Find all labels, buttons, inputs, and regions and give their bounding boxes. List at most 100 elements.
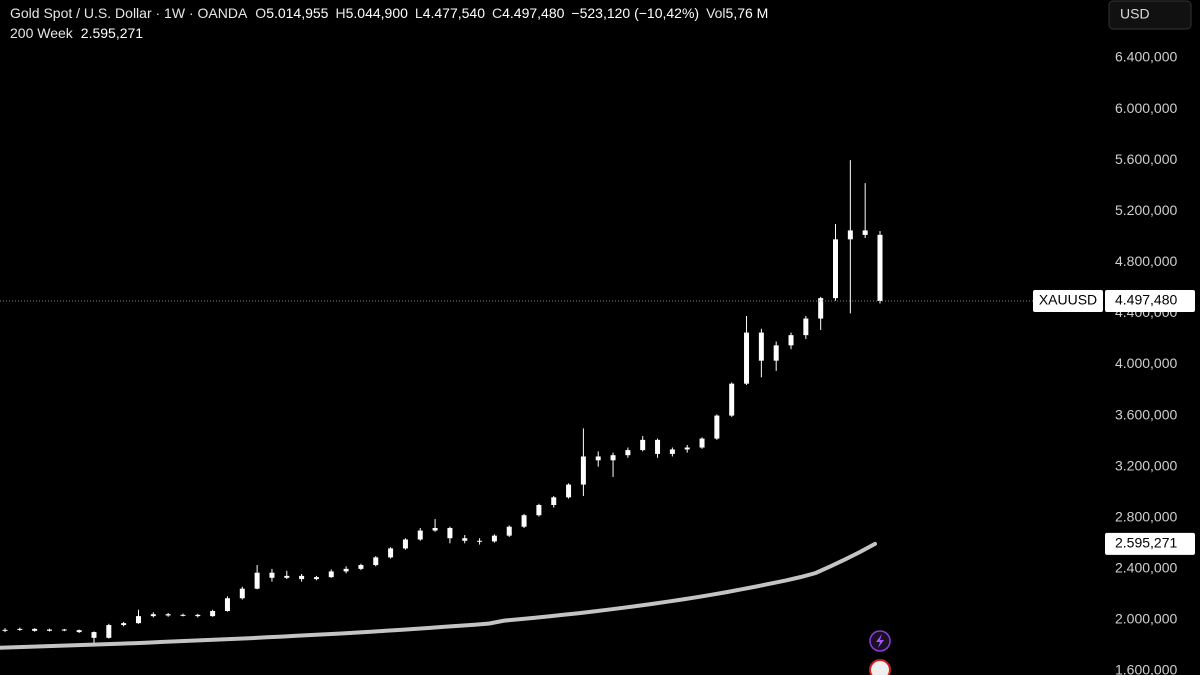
change-value: −523,120 (−10,42%): [571, 5, 699, 21]
candle-body: [432, 527, 438, 531]
ma-price-box: [1105, 532, 1195, 555]
ma-value: 2.595,271: [81, 25, 143, 41]
candle-body: [328, 571, 334, 578]
candle-body: [684, 447, 690, 450]
low-letter: L: [415, 5, 423, 21]
chart-title: Gold Spot / U.S. Dollar · 1W · OANDA: [10, 5, 248, 21]
candle-body: [224, 598, 230, 612]
candle-body: [773, 345, 779, 361]
candle-body: [417, 530, 423, 540]
candle-body: [106, 625, 112, 638]
flag-icon[interactable]: [869, 659, 891, 675]
candle-body: [640, 439, 646, 451]
open-letter: O: [255, 5, 266, 21]
y-tick-label: 5.200,000: [1115, 202, 1177, 218]
moving-average-line: [0, 541, 877, 650]
candle-body: [210, 611, 216, 617]
high-value: 5.044,900: [346, 5, 408, 21]
candle-body: [610, 455, 616, 461]
candle-body: [491, 535, 497, 542]
y-tick-label: 4.000,000: [1115, 355, 1177, 371]
y-tick-label: 1.600,000: [1115, 662, 1177, 675]
ma-name: 200 Week: [10, 25, 74, 41]
volume-letter: Vol: [706, 5, 725, 21]
symbol-label: XAUUSD: [1039, 292, 1097, 308]
last-price-label: 4.497,480: [1115, 292, 1177, 308]
high-letter: H: [335, 5, 345, 21]
close-value: 4.497,480: [502, 5, 564, 21]
open-value: 5.014,955: [266, 5, 328, 21]
candle-body: [135, 616, 141, 624]
candle-body: [566, 484, 572, 498]
candle-body: [313, 577, 319, 580]
candle-body: [165, 614, 171, 616]
y-tick-label: 3.600,000: [1115, 406, 1177, 422]
close-letter: C: [492, 5, 502, 21]
candle-body: [462, 538, 468, 541]
event-icon-bolt: [876, 634, 884, 648]
candle-body: [284, 575, 290, 578]
y-tick-label: 2.800,000: [1115, 508, 1177, 524]
y-tick-label: 4.800,000: [1115, 253, 1177, 269]
candle-body: [536, 505, 542, 516]
candle-body: [46, 629, 52, 631]
candle-body: [121, 623, 127, 626]
candle-body: [299, 575, 305, 580]
y-tick-label: 2.400,000: [1115, 560, 1177, 576]
candle-body: [76, 630, 82, 633]
candle-body: [847, 230, 853, 240]
candle-body: [61, 629, 67, 631]
candle-body: [833, 239, 839, 299]
candle-body: [343, 568, 349, 572]
ma-header: 200 Week 2.595,271: [10, 25, 143, 41]
candle-body: [655, 439, 661, 454]
currency-button[interactable]: [1108, 0, 1192, 30]
candle-body: [254, 572, 260, 589]
candle-body: [2, 629, 8, 631]
candle-body: [625, 450, 631, 456]
candle-body: [32, 628, 38, 631]
candle-body: [150, 614, 156, 617]
candle-body: [788, 335, 794, 346]
candle-body: [358, 565, 364, 569]
y-tick-label: 6.000,000: [1115, 100, 1177, 116]
candle-body: [477, 540, 483, 542]
candle-body: [744, 332, 750, 384]
candle-body: [699, 438, 705, 448]
candle-body: [269, 572, 275, 578]
y-tick-label: 5.600,000: [1115, 151, 1177, 167]
candle-body: [373, 557, 379, 566]
candle-body: [877, 234, 883, 301]
ma-price-label: 2.595,271: [1115, 535, 1177, 551]
candle-body: [195, 614, 201, 617]
candle-body: [803, 318, 809, 336]
candle-body: [729, 383, 735, 416]
currency-label[interactable]: USD: [1120, 6, 1150, 22]
candle-body: [595, 456, 601, 461]
candle-body: [180, 614, 186, 616]
volume-value: 5,76 M: [726, 5, 769, 21]
candle-body: [388, 548, 394, 558]
candle-body: [758, 332, 764, 361]
y-tick-label: 6.400,000: [1115, 49, 1177, 65]
candle-body: [714, 415, 720, 439]
symbol-label-box: [1033, 289, 1103, 312]
candle-body: [521, 515, 527, 527]
candle-body: [551, 497, 557, 506]
candle-body: [506, 526, 512, 536]
candle-body: [239, 588, 245, 599]
candle-body: [17, 628, 23, 630]
candle-body: [447, 527, 453, 539]
candle-body: [818, 298, 824, 319]
chart-header: Gold Spot / U.S. Dollar · 1W · OANDA O5.0…: [10, 5, 768, 21]
candle-body: [580, 456, 586, 485]
y-tick-label: 3.200,000: [1115, 457, 1177, 473]
candle-body: [402, 539, 408, 549]
y-tick-label: 2.000,000: [1115, 611, 1177, 627]
last-price-box: [1105, 289, 1195, 312]
candle-body: [669, 449, 675, 454]
candle-body: [862, 230, 868, 235]
